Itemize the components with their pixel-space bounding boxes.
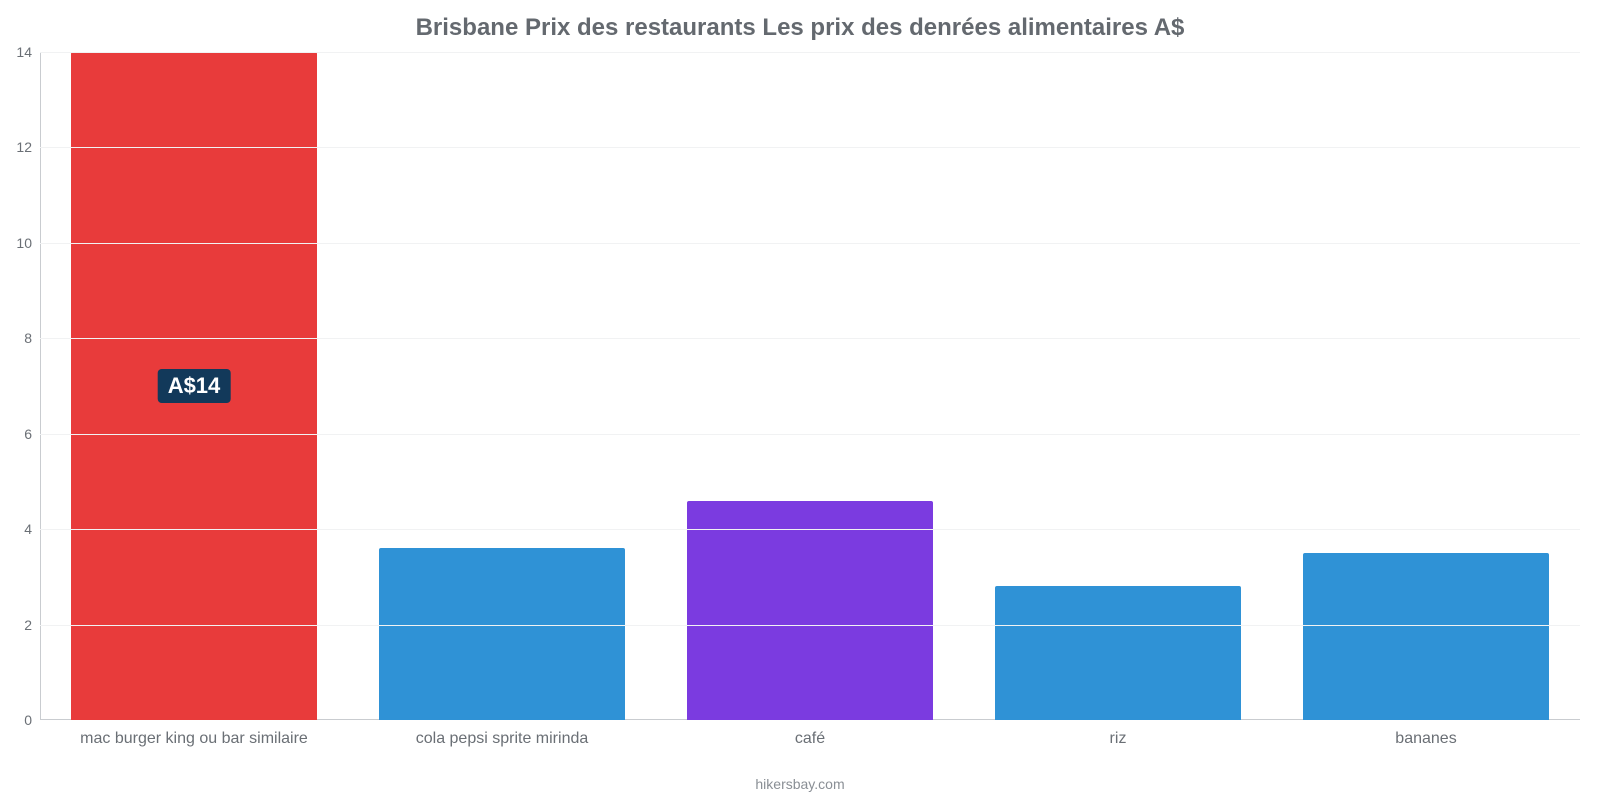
bar [379, 548, 625, 720]
ytick-label: 8 [24, 330, 40, 346]
plot-area: A$14mac burger king ou bar similaireA$3.… [40, 52, 1580, 720]
bar [995, 586, 1241, 720]
ytick-label: 4 [24, 521, 40, 537]
gridline [40, 625, 1580, 626]
xtick-label: mac burger king ou bar similaire [80, 720, 308, 748]
bar [1303, 553, 1549, 720]
bar-slot: A$2.8riz [964, 52, 1272, 720]
bar-slot: A$3.6cola pepsi sprite mirinda [348, 52, 656, 720]
gridline [40, 147, 1580, 148]
bars-container: A$14mac burger king ou bar similaireA$3.… [40, 52, 1580, 720]
bar [687, 501, 933, 720]
ytick-label: 12 [16, 139, 40, 155]
ytick-label: 14 [16, 44, 40, 60]
bar: A$14 [71, 52, 317, 720]
bar-slot: A$4.6café [656, 52, 964, 720]
chart-title: Brisbane Prix des restaurants Les prix d… [0, 14, 1600, 42]
xtick-label: bananes [1395, 720, 1456, 748]
xtick-label: café [795, 720, 825, 748]
ytick-label: 6 [24, 426, 40, 442]
gridline [40, 243, 1580, 244]
xtick-label: riz [1110, 720, 1127, 748]
ytick-label: 10 [16, 235, 40, 251]
bar-slot: A$14mac burger king ou bar similaire [40, 52, 348, 720]
gridline [40, 529, 1580, 530]
value-label: A$14 [158, 369, 231, 403]
ytick-label: 2 [24, 617, 40, 633]
gridline [40, 338, 1580, 339]
gridline [40, 52, 1580, 53]
bar-slot: A$3.5bananes [1272, 52, 1580, 720]
ytick-label: 0 [24, 712, 40, 728]
xtick-label: cola pepsi sprite mirinda [416, 720, 589, 748]
price-bar-chart: Brisbane Prix des restaurants Les prix d… [0, 0, 1600, 800]
gridline [40, 434, 1580, 435]
source-label: hikersbay.com [0, 776, 1600, 792]
